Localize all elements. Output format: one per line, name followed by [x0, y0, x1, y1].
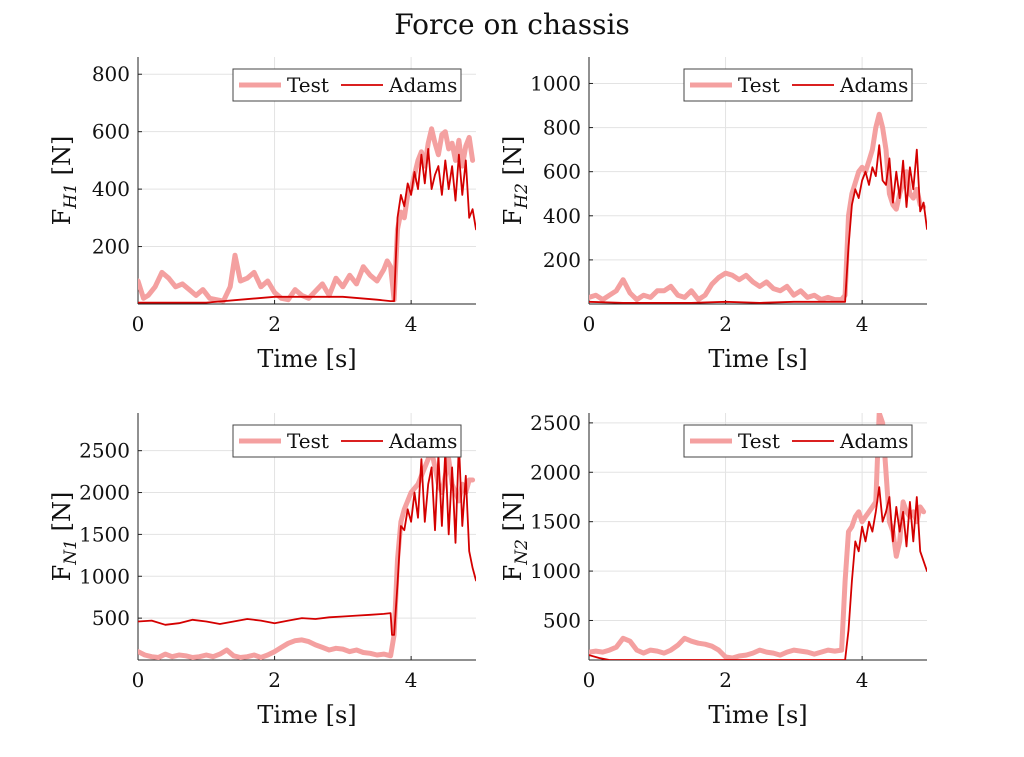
legend: Test Adams [232, 424, 462, 458]
y-label-sub: N1 [61, 539, 81, 566]
y-tick-label: 200 [92, 235, 130, 259]
y-tick-label: 2500 [79, 439, 130, 463]
y-tick-label: 600 [92, 120, 130, 144]
y-axis-label: FH2 [N] [499, 136, 532, 226]
y-label-unit: [N] [499, 492, 527, 539]
y-tick-label: 600 [543, 160, 581, 184]
y-label-sub: H2 [512, 183, 532, 210]
legend-label-test: Test [738, 73, 780, 97]
x-tick-label: 0 [583, 668, 596, 692]
y-axis-label: FH1 [N] [48, 136, 81, 226]
legend-label-adams: Adams [388, 429, 457, 453]
y-tick-label: 800 [543, 116, 581, 140]
y-axis-label: FN1 [N] [48, 492, 81, 582]
y-tick-label: 1000 [79, 564, 130, 588]
x-tick-label: 2 [719, 668, 732, 692]
series-line-test [589, 111, 927, 303]
y-tick-label: 1000 [530, 71, 581, 95]
y-label-sub: H1 [61, 183, 81, 210]
y-tick-label: 500 [543, 608, 581, 632]
y-label-main: F [499, 565, 527, 582]
legend-label-test: Test [287, 429, 329, 453]
x-tick-label: 4 [856, 312, 869, 336]
chart-panel-2: 0 2 4 200 400 600 800 1000 Time [s] FH2 [N] Test Ad… [499, 57, 927, 373]
y-tick-label: 1000 [530, 559, 581, 583]
y-axis-label: FN2 [N] [499, 492, 532, 582]
y-tick-label: 400 [92, 177, 130, 201]
x-tick-label: 4 [405, 312, 418, 336]
y-label-unit: [N] [499, 136, 527, 183]
x-tick-label: 2 [268, 668, 281, 692]
y-label-unit: [N] [48, 492, 76, 539]
figure-title: Force on chassis [394, 8, 630, 41]
x-tick-label: 2 [719, 312, 732, 336]
legend: Test Adams [232, 68, 462, 102]
y-tick-label: 1500 [530, 510, 581, 534]
x-tick-label: 4 [856, 668, 869, 692]
chart-panel-4: 0 2 4 500 1000 1500 2000 2500 Time [s] FN2 [N] Tes… [499, 411, 927, 729]
legend-label-adams: Adams [388, 73, 457, 97]
series-line-test [589, 413, 927, 660]
x-axis-label: Time [s] [257, 701, 356, 729]
series-line-adams [138, 147, 476, 304]
legend-label-test: Test [738, 429, 780, 453]
x-tick-label: 4 [405, 668, 418, 692]
y-label-main: F [499, 209, 527, 226]
y-label-unit: [N] [48, 136, 76, 183]
x-tick-label: 0 [132, 668, 145, 692]
series-line-adams [589, 486, 927, 660]
x-tick-label: 2 [268, 312, 281, 336]
y-label-main: F [48, 565, 76, 582]
legend-label-adams: Adams [839, 73, 908, 97]
series-line-test [138, 126, 476, 304]
x-axis-label: Time [s] [708, 345, 807, 373]
legend-label-adams: Adams [839, 429, 908, 453]
y-tick-label: 800 [92, 62, 130, 86]
chart-panel-1: 0 2 4 200 400 600 800 Time [s] FH1 [N] Test Adams [48, 57, 476, 373]
y-tick-label: 1500 [79, 522, 130, 546]
y-tick-label: 200 [543, 248, 581, 272]
legend: Test Adams [683, 424, 913, 458]
legend: Test Adams [683, 68, 913, 102]
x-tick-label: 0 [583, 312, 596, 336]
y-tick-label: 400 [543, 204, 581, 228]
x-tick-label: 0 [132, 312, 145, 336]
y-tick-label: 2000 [530, 460, 581, 484]
y-tick-label: 2500 [530, 411, 581, 435]
y-tick-label: 500 [92, 606, 130, 630]
y-label-main: F [48, 209, 76, 226]
y-label-sub: N2 [512, 539, 532, 566]
x-axis-label: Time [s] [257, 345, 356, 373]
x-axis-label: Time [s] [708, 701, 807, 729]
series-line-adams [589, 144, 927, 304]
legend-label-test: Test [287, 73, 329, 97]
series-line-adams [138, 441, 476, 636]
chart-panel-3: 0 2 4 500 1000 1500 2000 2500 Time [s] FN1 [N] Tes… [48, 413, 476, 729]
y-tick-label: 2000 [79, 481, 130, 505]
